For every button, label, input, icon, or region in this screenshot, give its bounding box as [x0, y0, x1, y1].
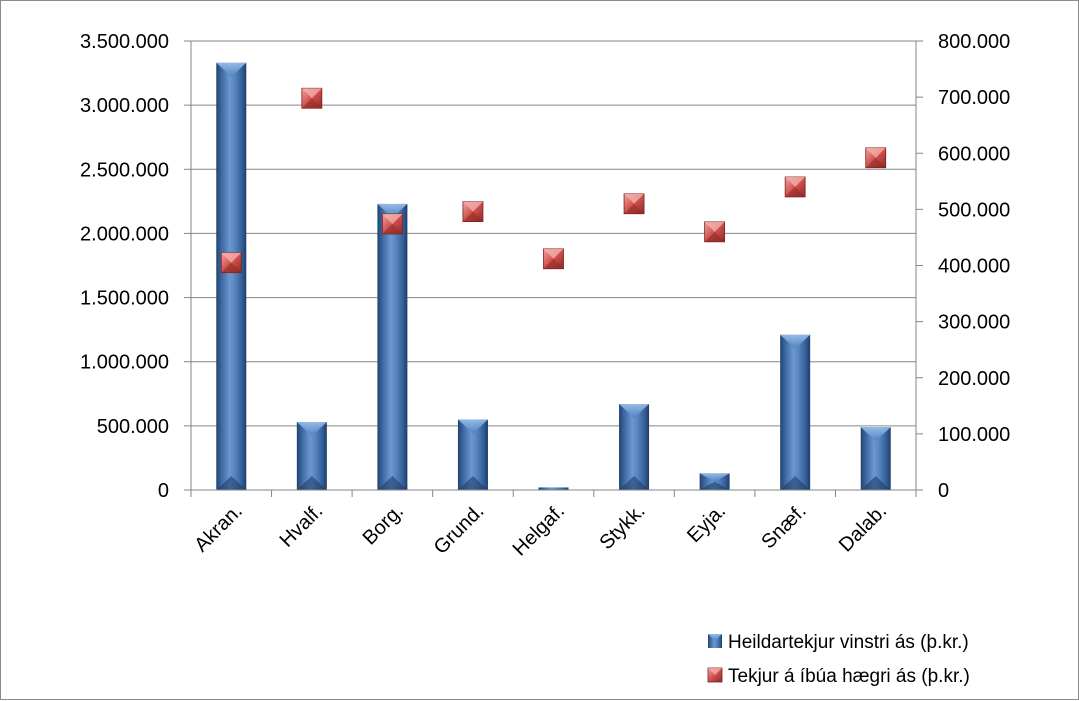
right-axis-tick-label: 400.000	[938, 256, 1010, 278]
bar-bevel-top	[377, 203, 408, 218]
marker-facet-bottom	[785, 186, 806, 197]
marker-facet-bottom	[301, 98, 322, 109]
x-axis-category-label: Helgaf.	[509, 500, 569, 560]
marker-facet-top	[462, 201, 483, 212]
bar	[860, 427, 891, 490]
legend-item: Tekjur á íbúa hægri ás (þ.kr.)	[707, 666, 970, 687]
bar	[538, 487, 569, 490]
right-axis-tick-label: 800.000	[938, 31, 1010, 53]
x-axis-category-label: Akran.	[190, 500, 246, 556]
legend-swatch-bevel	[708, 634, 722, 641]
bar-bevel-bottom	[296, 476, 327, 490]
x-axis-category-label: Borg.	[359, 500, 408, 549]
bar-bevel-bottom	[860, 476, 891, 490]
left-axis-tick-label: 2.500.000	[80, 159, 169, 181]
bar-bevel-top	[699, 473, 730, 482]
bar-bevel-top	[860, 427, 891, 442]
right-axis-tick-label: 0	[938, 480, 949, 502]
marker-facet-bottom	[543, 258, 564, 269]
data-marker	[381, 213, 403, 235]
data-marker	[865, 147, 887, 169]
marker-facet-bottom	[221, 262, 242, 273]
marker-facet-top	[221, 252, 242, 263]
bar-bevel-top	[780, 334, 811, 349]
data-marker	[220, 252, 242, 274]
marker-facet-bottom	[704, 231, 725, 242]
left-axis-tick-label: 1.500.000	[80, 288, 169, 310]
left-axis-tick-label: 3.500.000	[80, 31, 169, 53]
marker-facet-top	[301, 88, 322, 99]
right-axis-tick-label: 100.000	[938, 424, 1010, 446]
marker-facet-top	[785, 176, 806, 187]
bar	[780, 334, 811, 490]
x-axis-category-label: Eyja.	[683, 500, 730, 547]
bar-body	[780, 334, 811, 490]
bar-bevel-bottom	[619, 476, 650, 490]
marker-facet-bottom	[462, 211, 483, 222]
data-marker	[704, 221, 726, 243]
x-axis-category-label: Hvalf.	[276, 500, 328, 552]
bar-bevel-bottom	[699, 481, 730, 490]
bar-series	[216, 62, 891, 491]
bar	[619, 404, 650, 490]
marker-facet-top	[624, 193, 645, 204]
bar-bevel-bottom	[780, 476, 811, 490]
right-axis-tick-label: 600.000	[938, 143, 1010, 165]
bar	[457, 419, 488, 490]
bar-body	[216, 62, 247, 491]
right-axis-tick-label: 700.000	[938, 87, 1010, 109]
data-marker	[462, 201, 484, 223]
bar-bevel-top	[296, 422, 327, 437]
left-axis-tick-label: 1.000.000	[80, 352, 169, 374]
right-axis-tick-label: 200.000	[938, 368, 1010, 390]
bar-bevel-bottom	[377, 476, 408, 490]
marker-facet-top	[543, 248, 564, 259]
bar-bevel-top	[216, 62, 247, 77]
marker-facet-top	[704, 221, 725, 232]
marker-facet-bottom	[382, 223, 403, 234]
right-axis-tick-label: 500.000	[938, 199, 1010, 221]
left-axis-tick-label: 2.000.000	[80, 223, 169, 245]
bar-bevel-top	[619, 404, 650, 419]
legend: Heildartekjur vinstri ás (þ.kr.) Tekjur á…	[707, 632, 970, 687]
axes	[184, 40, 923, 497]
marker-facet-bottom	[624, 203, 645, 214]
legend-swatch-facet	[708, 668, 722, 675]
data-marker	[623, 193, 645, 215]
left-axis-tick-label: 500.000	[97, 416, 169, 438]
data-marker	[301, 87, 323, 109]
data-marker	[784, 176, 806, 198]
bar-bevel-bottom	[457, 476, 488, 490]
legend-label: Heildartekjur vinstri ás (þ.kr.)	[728, 632, 969, 653]
bar	[296, 422, 327, 490]
bar-body	[377, 203, 408, 490]
x-axis-category-label: Grund.	[430, 500, 489, 559]
bar	[377, 203, 408, 490]
bar	[699, 473, 730, 490]
bar	[216, 62, 247, 491]
bar-bevel-bottom	[216, 476, 247, 490]
x-axis-category-label: Snæf.	[757, 500, 810, 553]
x-axis-category-label: Stykk.	[596, 500, 650, 554]
marker-series	[220, 87, 887, 274]
data-marker	[543, 248, 564, 270]
legend-item: Heildartekjur vinstri ás (þ.kr.)	[708, 632, 969, 653]
marker-facet-bottom	[865, 157, 886, 168]
left-axis-tick-label: 0	[158, 480, 169, 502]
bar-body	[619, 404, 650, 490]
marker-facet-top	[865, 147, 886, 158]
marker-facet-top	[382, 213, 403, 224]
bar-bevel-top	[457, 419, 488, 434]
legend-label: Tekjur á íbúa hægri ás (þ.kr.)	[728, 666, 970, 687]
left-axis-tick-label: 3.000.000	[80, 95, 169, 117]
x-axis-category-label: Dalab.	[835, 500, 891, 556]
right-axis-tick-label: 300.000	[938, 312, 1010, 334]
bar-body	[538, 487, 569, 490]
